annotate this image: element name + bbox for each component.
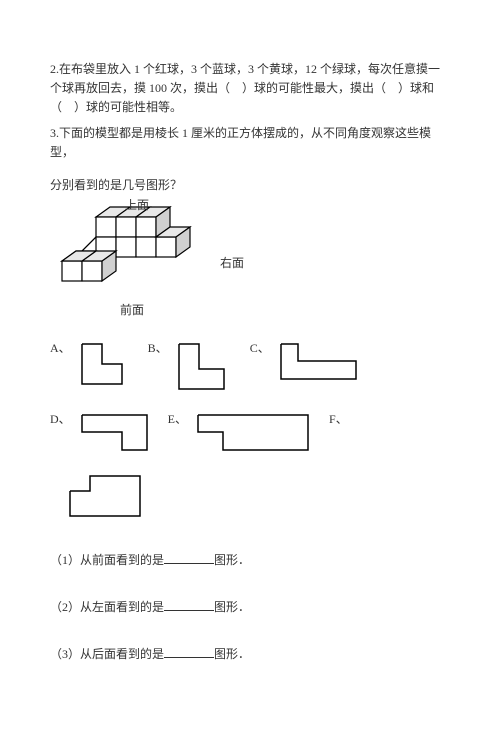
option-a: A、	[50, 339, 132, 389]
option-a-label: A、	[50, 339, 71, 356]
option-d: D、	[50, 410, 152, 455]
shape-d	[77, 410, 152, 455]
question-3: 3.下面的模型都是用棱长 1 厘米的正方体摆成的，从不同角度观察这些模型，	[50, 124, 450, 162]
option-e: E、	[168, 410, 313, 455]
blank-3[interactable]	[164, 645, 214, 658]
option-c: C、	[250, 339, 361, 384]
option-b-label: B、	[148, 339, 168, 356]
option-d-label: D、	[50, 410, 71, 427]
blank-questions: （1）从前面看到的是图形． （2）从左面看到的是图形． （3）从后面看到的是图形…	[50, 551, 450, 662]
cube-label-right: 右面	[220, 254, 244, 271]
option-g-shape: X	[50, 471, 145, 521]
shape-b	[174, 339, 234, 394]
question-3-sub: 分别看到的是几号图形？	[50, 176, 450, 193]
cube-label-front: 前面	[120, 301, 144, 318]
blank-q1: （1）从前面看到的是图形．	[50, 551, 450, 568]
blank-q3: （3）从后面看到的是图形．	[50, 645, 450, 662]
cube-label-top: 上面	[125, 196, 149, 213]
shape-a	[77, 339, 132, 389]
option-c-label: C、	[250, 339, 270, 356]
options: A、 B、 C、 D、	[50, 339, 450, 521]
blank-1[interactable]	[164, 551, 214, 564]
question-2: 2.在布袋里放入 1 个红球，3 个蓝球，3 个黄球，12 个绿球，每次任意摸一…	[50, 60, 450, 118]
blank-2[interactable]	[164, 598, 214, 611]
shape-extra	[65, 471, 145, 521]
option-b: B、	[148, 339, 234, 394]
option-f: F、	[329, 410, 354, 427]
option-f-label: F、	[329, 410, 348, 427]
option-e-label: E、	[168, 410, 187, 427]
cube-model: 上面	[50, 199, 250, 319]
shape-c	[276, 339, 361, 384]
blank-q2: （2）从左面看到的是图形．	[50, 598, 450, 615]
option-row-2: D、 E、 F、	[50, 410, 450, 455]
shape-e	[193, 410, 313, 455]
option-row-1: A、 B、 C、	[50, 339, 450, 394]
cube-svg	[50, 199, 220, 299]
option-row-3: X	[50, 471, 450, 521]
